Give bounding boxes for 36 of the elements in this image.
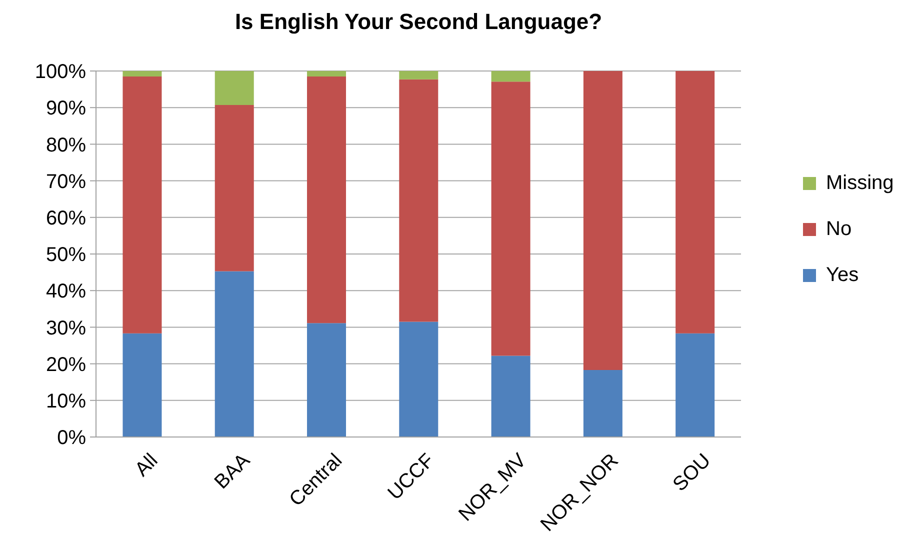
bar bbox=[491, 356, 530, 437]
legend-label: Yes bbox=[826, 264, 859, 286]
bar bbox=[214, 71, 254, 106]
x-tick-label: BAA bbox=[210, 449, 255, 494]
bar bbox=[399, 71, 438, 80]
legend-label: No bbox=[826, 218, 852, 240]
bar bbox=[583, 370, 622, 437]
bar bbox=[214, 105, 254, 272]
bar bbox=[399, 322, 438, 437]
bar bbox=[583, 71, 622, 370]
bar bbox=[399, 79, 438, 322]
bar bbox=[122, 71, 162, 76]
y-tick-label: 90% bbox=[46, 98, 86, 120]
y-tick-label: 30% bbox=[46, 317, 86, 340]
bar bbox=[122, 333, 162, 437]
y-tick-label: 10% bbox=[46, 390, 86, 412]
y-tick-label: 70% bbox=[46, 170, 86, 193]
bar bbox=[307, 323, 346, 437]
bar bbox=[491, 71, 530, 82]
y-tick-label: 60% bbox=[46, 208, 86, 230]
bar bbox=[122, 76, 162, 334]
x-tick-label: All bbox=[130, 450, 162, 481]
bar bbox=[214, 271, 254, 437]
y-tick-label: 0% bbox=[57, 427, 86, 450]
bar bbox=[676, 71, 715, 334]
y-tick-label: 20% bbox=[46, 354, 86, 376]
chart-title: Is English Your Second Language? bbox=[234, 8, 604, 36]
y-tick-label: 40% bbox=[46, 280, 86, 303]
y-tick-label: 100% bbox=[34, 61, 86, 84]
bar bbox=[307, 71, 346, 76]
bar bbox=[676, 333, 715, 437]
bar bbox=[307, 76, 346, 324]
bar bbox=[491, 82, 530, 356]
legend-label: Missing bbox=[826, 172, 894, 194]
y-tick-label: 50% bbox=[46, 244, 86, 266]
y-tick-label: 80% bbox=[46, 134, 86, 156]
